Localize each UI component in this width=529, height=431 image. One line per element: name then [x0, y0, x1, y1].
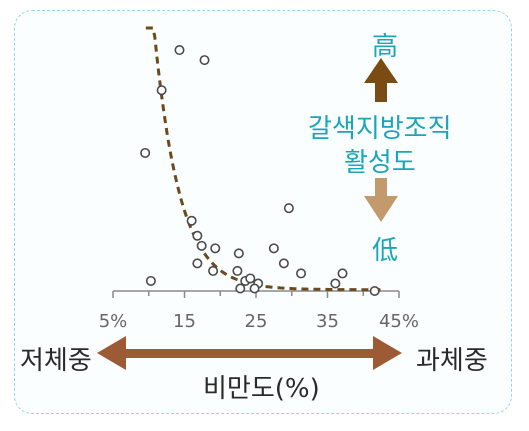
x-tick-label: 5% [99, 311, 128, 332]
data-points [140, 45, 380, 296]
data-point [210, 243, 221, 254]
label-underweight: 저체중 [20, 346, 92, 376]
data-point [245, 273, 256, 284]
data-point [330, 278, 341, 289]
data-point [232, 265, 243, 276]
x-tick-label: 25 [245, 311, 268, 332]
data-point [192, 230, 203, 241]
data-point [278, 258, 289, 269]
arrow-down-shaft [375, 178, 387, 198]
data-point [233, 248, 244, 259]
data-point [249, 283, 260, 294]
data-point [196, 240, 207, 251]
data-point [186, 215, 197, 226]
arrow-left-icon [97, 336, 126, 370]
x-tick-label: 45% [379, 311, 419, 332]
trend-line [145, 26, 384, 292]
arrow-up-icon [364, 58, 398, 83]
x-tick-label: 35 [316, 311, 339, 332]
arrow-up-shaft [375, 82, 387, 102]
data-point [296, 268, 307, 279]
data-point [235, 283, 246, 294]
label-overweight: 과체중 [416, 346, 488, 376]
x-axis-label: 비만도(%) [203, 374, 320, 404]
data-point [174, 45, 185, 56]
data-point [145, 275, 156, 286]
data-point [337, 268, 348, 279]
arrow-right-icon [373, 336, 402, 370]
y-description-line2: 활성도 [344, 148, 416, 178]
data-point [208, 265, 219, 276]
x-tick-label: 15 [173, 311, 196, 332]
label-high: 高 [372, 32, 399, 62]
label-low: 低 [372, 236, 399, 266]
data-point [283, 203, 294, 214]
direction-arrows [97, 58, 402, 370]
x-arrow-shaft [118, 349, 380, 358]
data-point [156, 85, 167, 96]
data-point [369, 285, 380, 296]
y-description-line1: 갈색지방조직 [308, 114, 452, 144]
chart-panel [14, 10, 512, 414]
data-point [192, 258, 203, 269]
arrow-down-icon [364, 196, 398, 222]
data-point [199, 55, 210, 66]
x-tick-labels: 5% 15 25 35 45% [99, 311, 419, 332]
data-point [140, 147, 151, 158]
data-point [268, 243, 279, 254]
